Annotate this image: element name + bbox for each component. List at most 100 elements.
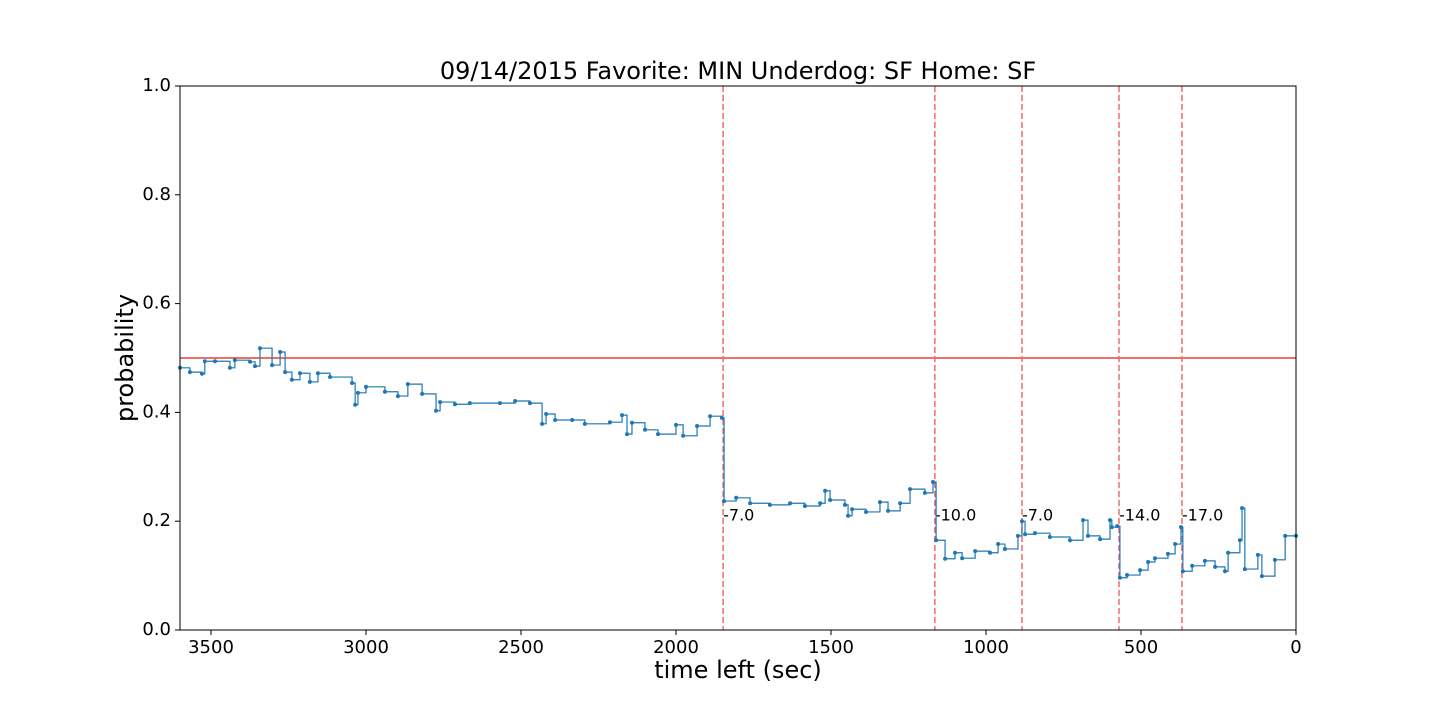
event-label: -14.0: [1119, 505, 1160, 524]
data-point: [788, 501, 793, 506]
data-point: [553, 418, 558, 423]
x-tick-label: 3000: [343, 637, 389, 658]
data-point: [898, 501, 903, 506]
data-point: [289, 377, 294, 382]
data-point: [1138, 568, 1143, 573]
data-point: [395, 394, 400, 399]
data-point: [996, 542, 1001, 547]
data-point: [734, 495, 739, 500]
data-point: [355, 390, 360, 395]
data-point: [227, 365, 232, 370]
y-tick-label: 1.0: [142, 75, 171, 96]
data-point: [1081, 518, 1086, 523]
data-point: [232, 358, 237, 363]
x-tick-label: 500: [1124, 637, 1158, 658]
data-point: [297, 371, 302, 376]
data-point: [353, 402, 358, 407]
data-point: [846, 513, 851, 518]
data-point: [886, 508, 891, 513]
data-point: [187, 370, 192, 375]
data-point: [497, 401, 502, 406]
data-point: [328, 375, 333, 380]
data-point: [278, 350, 283, 355]
data-point: [253, 364, 258, 369]
data-point: [570, 418, 575, 423]
data-point: [452, 402, 457, 407]
data-point: [270, 363, 275, 368]
data-point: [1085, 533, 1090, 538]
data-point: [420, 391, 425, 396]
data-point: [877, 500, 882, 505]
data-point: [467, 401, 472, 406]
data-point: [1178, 525, 1183, 530]
data-point: [973, 549, 978, 554]
data-point: [1109, 525, 1114, 530]
data-point: [864, 509, 869, 514]
data-point: [930, 480, 935, 485]
data-point: [364, 384, 368, 389]
x-axis-label: time left (sec): [654, 656, 822, 684]
data-point: [1226, 550, 1231, 555]
data-point: [248, 359, 253, 364]
data-point: [1165, 551, 1170, 556]
data-point: [1173, 542, 1178, 547]
data-point: [1152, 556, 1157, 561]
chart-title: 09/14/2015 Favorite: MIN Underdog: SF Ho…: [440, 57, 1036, 85]
y-tick-label: 0.4: [142, 401, 171, 422]
x-tick-label: 1500: [808, 637, 854, 658]
data-point: [802, 503, 807, 508]
y-tick-label: 0.0: [142, 619, 171, 640]
data-point: [953, 550, 957, 555]
data-point: [1023, 532, 1028, 537]
data-point: [643, 427, 647, 432]
data-point: [1002, 546, 1007, 551]
data-point: [1019, 519, 1024, 524]
data-point: [200, 371, 205, 376]
data-point: [1146, 560, 1151, 564]
data-point: [1032, 531, 1037, 536]
data-point: [922, 490, 927, 495]
data-point: [527, 401, 532, 406]
data-point: [1180, 569, 1185, 574]
x-tick-label: 2500: [498, 637, 544, 658]
y-tick-label: 0.6: [142, 293, 171, 314]
data-point: [438, 400, 443, 405]
data-point: [257, 346, 262, 351]
data-point: [1213, 564, 1218, 569]
data-point: [405, 382, 410, 387]
data-point: [1283, 533, 1288, 538]
data-point: [719, 415, 724, 420]
data-point: [315, 371, 320, 376]
event-label: -10.0: [935, 505, 976, 524]
data-point: [988, 550, 993, 555]
data-point: [1190, 563, 1195, 568]
x-tick-label: 0: [1290, 637, 1301, 658]
data-point: [681, 433, 686, 438]
data-point: [1115, 524, 1120, 529]
data-point: [1117, 575, 1122, 580]
data-point: [828, 497, 833, 502]
data-point: [1259, 574, 1264, 579]
data-point: [307, 379, 312, 384]
data-point: [748, 501, 753, 506]
data-point: [1125, 573, 1130, 578]
data-point: [350, 381, 355, 386]
data-point: [850, 507, 855, 512]
y-tick-label: 0.8: [142, 184, 171, 205]
data-point: [1240, 506, 1245, 511]
x-tick-label: 1000: [963, 637, 1009, 658]
plot-frame: [179, 85, 1297, 631]
data-point: [620, 413, 625, 418]
data-point: [1108, 518, 1112, 523]
data-point: [1255, 552, 1260, 557]
data-point: [540, 421, 545, 426]
y-tick-label: 0.2: [142, 510, 171, 531]
data-point: [1223, 569, 1228, 574]
data-point: [202, 359, 207, 364]
data-point: [943, 556, 948, 561]
data-point: [283, 370, 288, 375]
data-point: [823, 488, 828, 493]
data-point: [708, 414, 713, 419]
data-point: [842, 502, 847, 507]
